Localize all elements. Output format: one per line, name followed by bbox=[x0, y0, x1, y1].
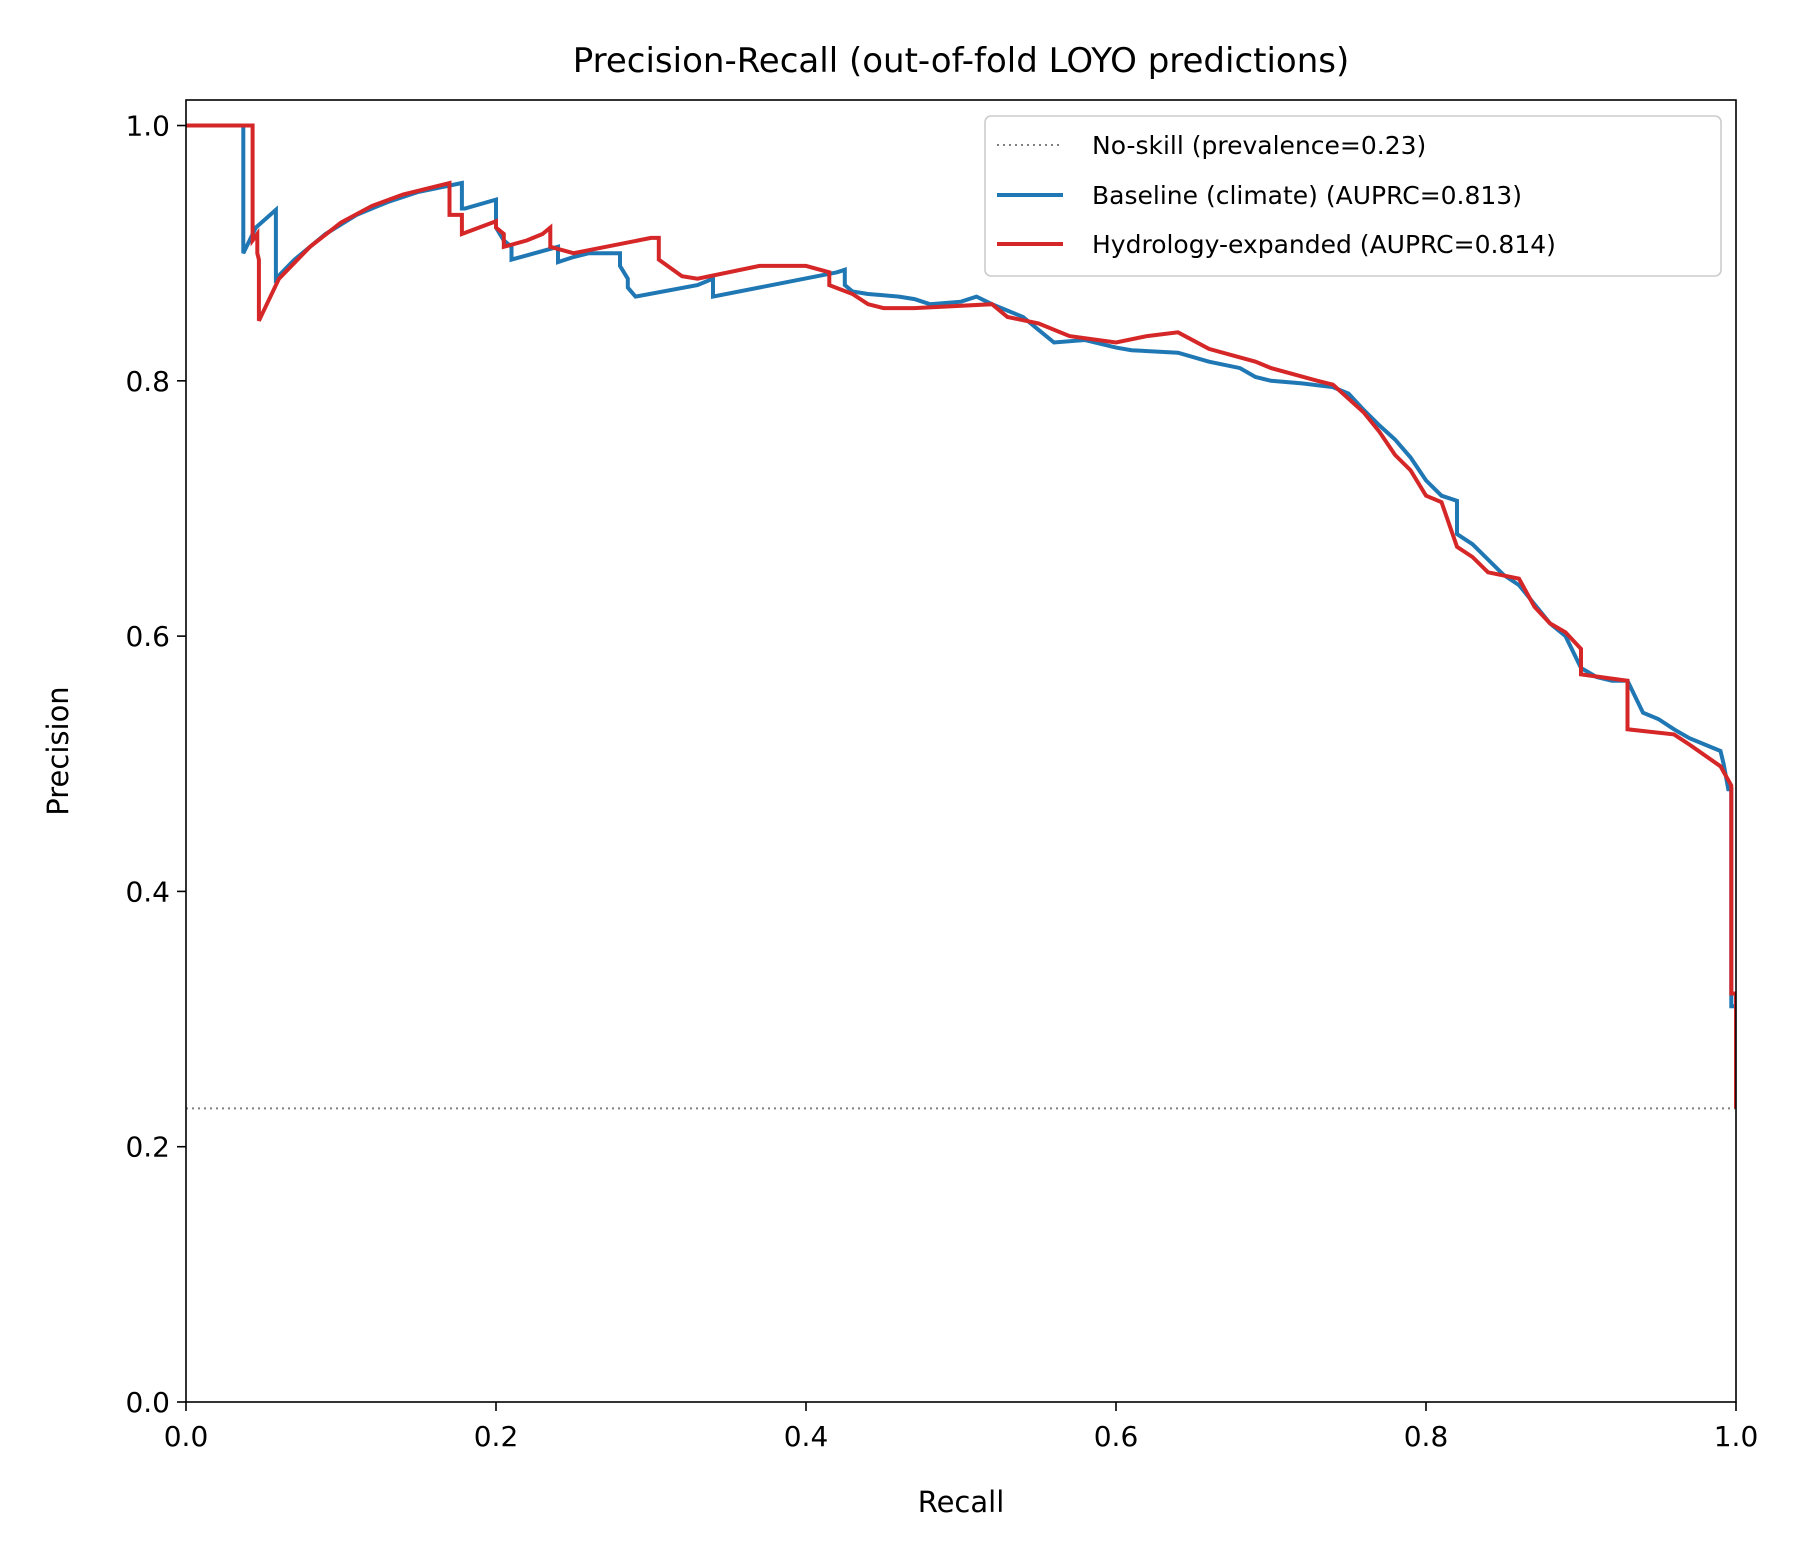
hydrology-pr-curve bbox=[186, 123, 1736, 1109]
y-tick-label: 0.0 bbox=[125, 1386, 170, 1419]
legend: No-skill (prevalence=0.23) Baseline (cli… bbox=[984, 115, 1722, 277]
y-tick-label: 0.8 bbox=[125, 365, 170, 398]
legend-label-baseline: Baseline (climate) (AUPRC=0.813) bbox=[1092, 181, 1522, 210]
y-tick-label: 0.2 bbox=[125, 1131, 170, 1164]
y-axis-label: Precision bbox=[41, 686, 75, 815]
y-tick-label: 1.0 bbox=[125, 110, 170, 143]
x-axis-label: Recall bbox=[918, 1485, 1005, 1519]
x-tick-label: 0.2 bbox=[474, 1420, 519, 1453]
x-tick-label: 0.4 bbox=[784, 1420, 829, 1453]
y-tick-label: 0.4 bbox=[125, 875, 170, 908]
series-layer bbox=[186, 123, 1736, 1110]
plot-frame bbox=[185, 99, 1737, 1403]
y-tick-label: 0.6 bbox=[125, 620, 170, 653]
chart-title: Precision-Recall (out-of-fold LOYO predi… bbox=[573, 41, 1350, 81]
x-tick-label: 1.0 bbox=[1714, 1420, 1759, 1453]
x-tick-label: 0.8 bbox=[1404, 1420, 1449, 1453]
y-axis: 0.0 0.2 0.4 0.6 0.8 1.0 bbox=[125, 110, 186, 1419]
legend-box bbox=[984, 115, 1722, 277]
x-tick-label: 0.0 bbox=[164, 1420, 209, 1453]
legend-label-hydrology: Hydrology-expanded (AUPRC=0.814) bbox=[1092, 230, 1556, 259]
x-axis: 0.0 0.2 0.4 0.6 0.8 1.0 bbox=[164, 1402, 1759, 1453]
legend-label-no-skill: No-skill (prevalence=0.23) bbox=[1092, 131, 1426, 160]
x-tick-label: 0.6 bbox=[1094, 1420, 1139, 1453]
